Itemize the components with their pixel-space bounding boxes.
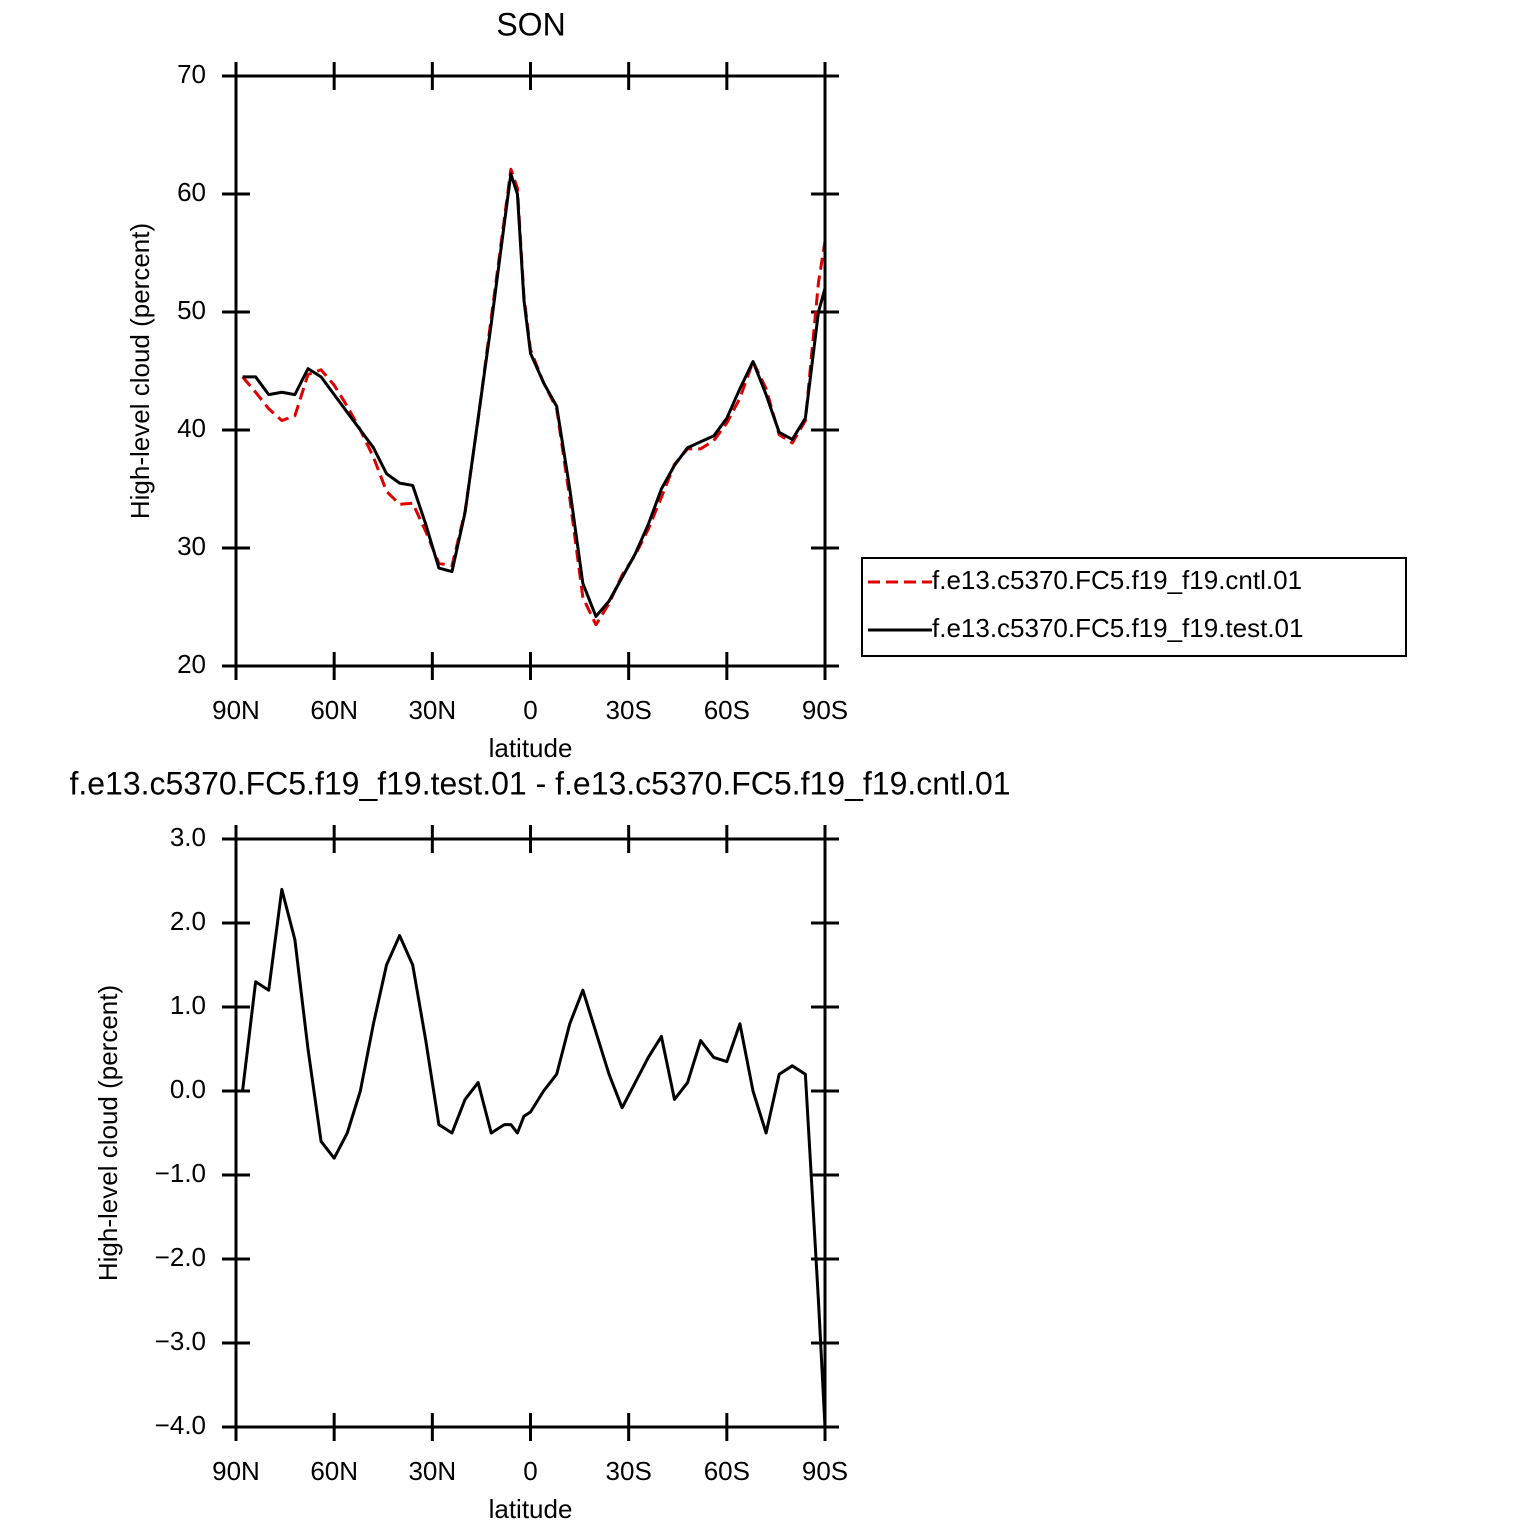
data-line: [241, 887, 827, 1428]
x-tick-label: 60S: [704, 695, 750, 725]
y-tick-label: −2.0: [155, 1242, 206, 1272]
x-tick-label: 90N: [212, 1456, 260, 1486]
legend-label: f.e13.c5370.FC5.f19_f19.cntl.01: [932, 565, 1302, 595]
x-tick-label: 60N: [310, 1456, 358, 1486]
y-tick-label: 50: [177, 295, 206, 325]
y-tick-label: −3.0: [155, 1326, 206, 1356]
x-tick-label: 30N: [408, 1456, 456, 1486]
data-line: [241, 167, 827, 627]
y-tick-label: 3.0: [170, 822, 206, 852]
chart-title: SON: [496, 6, 565, 42]
x-tick-label: 60S: [704, 1456, 750, 1486]
x-tick-label: 0: [523, 695, 537, 725]
y-tick-label: 60: [177, 177, 206, 207]
y-tick-label: 70: [177, 59, 206, 89]
y-tick-label: 30: [177, 531, 206, 561]
x-axis-label: latitude: [489, 733, 573, 763]
legend-label: f.e13.c5370.FC5.f19_f19.test.01: [932, 613, 1303, 643]
y-tick-label: −4.0: [155, 1410, 206, 1440]
x-tick-label: 30N: [408, 695, 456, 725]
x-tick-label: 0: [523, 1456, 537, 1486]
data-line: [242, 172, 827, 618]
y-tick-label: −1.0: [155, 1158, 206, 1188]
chart-title: f.e13.c5370.FC5.f19_f19.test.01 - f.e13.…: [69, 765, 1010, 801]
x-tick-label: 90N: [212, 695, 260, 725]
plot-frame: [234, 837, 827, 1429]
x-tick-label: 90S: [802, 1456, 848, 1486]
plot-frame: [234, 74, 827, 668]
y-axis-label: High-level cloud (percent): [125, 223, 155, 519]
x-axis-label: latitude: [489, 1494, 573, 1524]
x-tick-label: 90S: [802, 695, 848, 725]
legend-box: [861, 557, 1407, 657]
y-axis-label: High-level cloud (percent): [93, 985, 123, 1281]
x-tick-label: 30S: [606, 1456, 652, 1486]
x-tick-label: 60N: [310, 695, 358, 725]
y-tick-label: 1.0: [170, 990, 206, 1020]
y-tick-label: 2.0: [170, 906, 206, 936]
y-tick-label: 40: [177, 413, 206, 443]
y-tick-label: 0.0: [170, 1074, 206, 1104]
y-tick-label: 20: [177, 649, 206, 679]
x-tick-label: 30S: [606, 695, 652, 725]
